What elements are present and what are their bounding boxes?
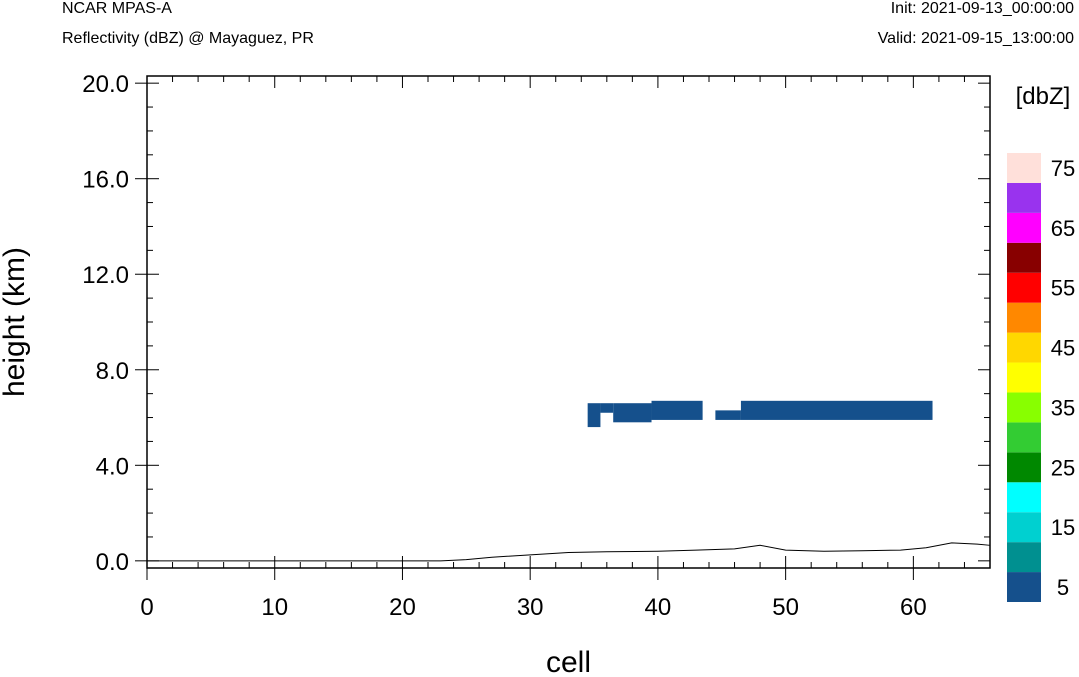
y-tick-label: 16.0: [82, 167, 129, 194]
colorbar-segment: [1007, 482, 1041, 513]
reflectivity-cell: [613, 403, 652, 423]
colorbar-segment: [1007, 452, 1041, 483]
colorbar-tick-label: 45: [1051, 336, 1075, 361]
colorbar-tick-label: 35: [1051, 395, 1075, 420]
colorbar-segment: [1007, 542, 1041, 573]
colorbar: 5 15 25 35 45 55 65 75: [1007, 153, 1075, 602]
colorbar-segment: [1007, 392, 1041, 423]
colorbar-tick-label: 65: [1051, 216, 1075, 241]
x-tick-label: 60: [900, 594, 927, 621]
colorbar-segment: [1007, 572, 1041, 602]
x-tick-label: 40: [645, 594, 672, 621]
colorbar-segment: [1007, 332, 1041, 363]
colorbar-tick-label: 55: [1051, 276, 1075, 301]
y-tick-label: 8.0: [96, 358, 129, 385]
y-tick-label: 20.0: [82, 71, 129, 98]
colorbar-segment: [1007, 153, 1041, 183]
valid-time: Valid: 2021-09-15_13:00:00: [877, 30, 1074, 47]
colorbar-segment: [1007, 212, 1041, 243]
reflectivity-cell: [587, 403, 601, 428]
colorbar-title: [dbZ]: [1016, 83, 1071, 110]
x-tick-label: 10: [261, 594, 288, 621]
colorbar-tick-label: 15: [1051, 515, 1075, 540]
plot-frame: [146, 75, 991, 569]
colorbar-segment: [1007, 302, 1041, 333]
terrain-line: [147, 542, 991, 562]
x-axis-label: cell: [546, 646, 591, 677]
y-tick-label: 4.0: [96, 453, 129, 480]
x-tick-label: 30: [517, 594, 544, 621]
colorbar-segment: [1007, 182, 1041, 213]
colorbar-tick-label: 75: [1051, 156, 1075, 181]
y-tick-label: 0.0: [96, 549, 129, 576]
reflectivity-cell: [715, 410, 741, 420]
reflectivity-cell: [600, 403, 614, 413]
colorbar-segment: [1007, 422, 1041, 453]
reflectivity-cell: [740, 400, 933, 420]
axis-ticks-layer: 0 10 20 30 40 50 60 0.0 4.0 8.0 12.0 16.0 20.0: [82, 71, 991, 621]
reflectivity-cell: [651, 400, 703, 420]
y-axis-label: height (km): [0, 247, 31, 397]
x-tick-label: 20: [389, 594, 416, 621]
model-title: NCAR MPAS-A: [62, 0, 172, 17]
reflectivity-cells-layer: [587, 400, 933, 428]
colorbar-segment: [1007, 272, 1041, 303]
colorbar-segment: [1007, 512, 1041, 543]
init-time: Init: 2021-09-13_00:00:00: [890, 0, 1074, 17]
y-tick-label: 12.0: [82, 262, 129, 289]
x-tick-label: 0: [140, 594, 153, 621]
colorbar-segment: [1007, 242, 1041, 273]
colorbar-tick-label: 5: [1057, 575, 1069, 600]
colorbar-tick-label: 25: [1051, 455, 1075, 480]
x-tick-label: 50: [772, 594, 799, 621]
field-subtitle: Reflectivity (dBZ) @ Mayaguez, PR: [62, 30, 314, 47]
terrain-layer: [147, 542, 991, 562]
colorbar-segment: [1007, 362, 1041, 393]
